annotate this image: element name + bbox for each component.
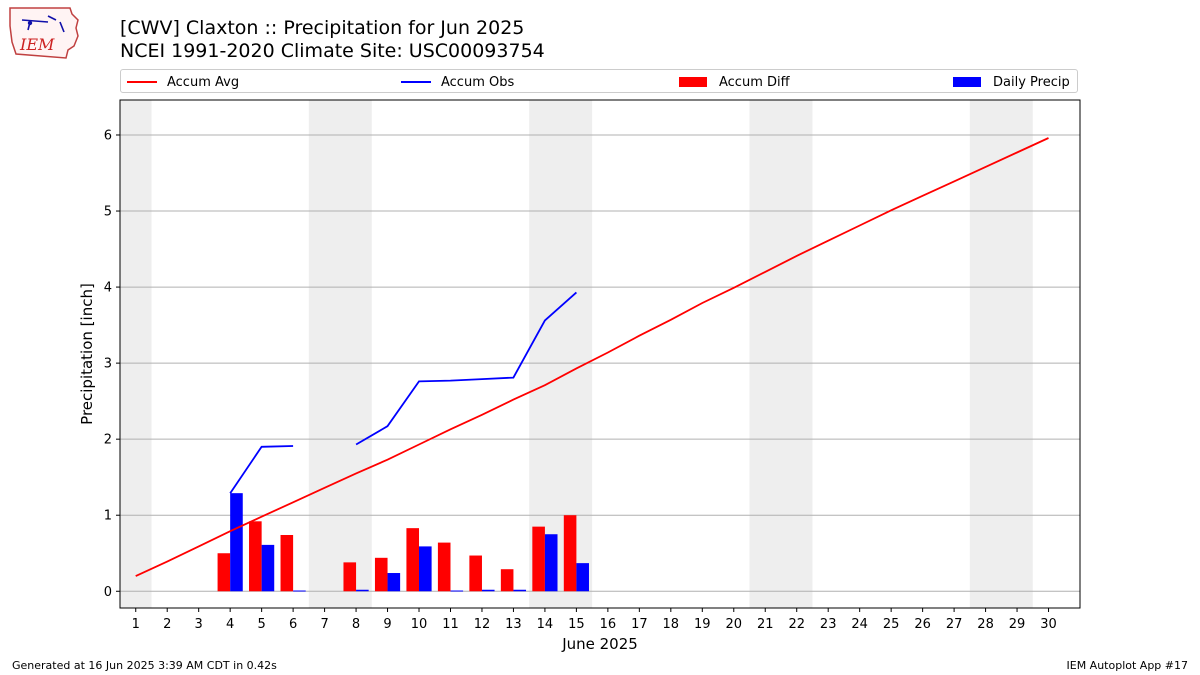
plot-frame xyxy=(119,99,1081,609)
x-tick-label: 21 xyxy=(757,617,774,632)
legend-item-accum-avg: Accum Avg xyxy=(127,73,239,91)
x-tick-label: 15 xyxy=(568,617,585,632)
x-tick-label: 25 xyxy=(883,617,900,632)
legend-swatch xyxy=(679,77,707,87)
y-tick-label: 3 xyxy=(104,357,112,372)
accum-diff-bar xyxy=(500,569,514,592)
y-tick-label: 2 xyxy=(104,433,112,448)
y-tick-label: 0 xyxy=(104,585,112,600)
accum-diff-bar xyxy=(563,515,577,592)
x-tick-label: 6 xyxy=(289,617,297,632)
x-tick-label: 29 xyxy=(1009,617,1026,632)
legend-label: Accum Avg xyxy=(167,74,240,90)
daily-precip-bar xyxy=(450,590,464,592)
accum-obs-line xyxy=(229,445,294,494)
legend: Accum Avg Accum Obs Accum Diff Daily Pre… xyxy=(120,69,1078,93)
accum-diff-bar xyxy=(406,528,420,592)
daily-precip-bar xyxy=(356,589,369,592)
x-tick-label: 1 xyxy=(132,617,140,632)
chart-subtitle: NCEI 1991-2020 Climate Site: USC00093754 xyxy=(120,40,545,62)
daily-precip-bar xyxy=(513,589,527,592)
daily-precip-bar xyxy=(544,534,558,592)
y-tick-label: 5 xyxy=(104,205,112,220)
weekend-shade xyxy=(969,100,1033,608)
accum-diff-bar xyxy=(437,542,451,592)
logo-text: IEM xyxy=(19,35,55,54)
x-tick-label: 13 xyxy=(505,617,522,632)
accum-diff-bar xyxy=(374,557,388,592)
accum-diff-bar xyxy=(217,553,231,592)
x-axis-label: June 2025 xyxy=(561,635,638,653)
x-tick-label: 5 xyxy=(257,617,265,632)
x-tick-label: 3 xyxy=(195,617,203,632)
x-tick-label: 10 xyxy=(411,617,428,632)
x-tick-label: 7 xyxy=(320,617,328,632)
legend-item-daily-precip: Daily Precip xyxy=(953,73,1070,91)
daily-precip-bar xyxy=(419,546,432,592)
x-tick-label: 18 xyxy=(663,617,680,632)
accum-diff-bar xyxy=(469,555,482,592)
x-tick-label: 27 xyxy=(946,617,963,632)
legend-label: Accum Diff xyxy=(719,74,790,90)
x-tick-label: 4 xyxy=(226,617,234,632)
app-credit: IEM Autoplot App #17 xyxy=(1066,659,1189,672)
x-tick-label: 14 xyxy=(537,617,554,632)
weekend-shade xyxy=(749,100,813,608)
weekend-shade xyxy=(529,100,593,608)
x-tick-label: 19 xyxy=(694,617,711,632)
legend-swatch xyxy=(127,81,157,83)
x-tick-label: 30 xyxy=(1040,617,1057,632)
daily-precip-bar xyxy=(387,573,401,592)
accum-avg-line xyxy=(135,137,1049,577)
accum-diff-bar xyxy=(532,526,545,592)
accum-obs-line xyxy=(355,291,577,446)
x-tick-label: 8 xyxy=(352,617,360,632)
x-tick-label: 11 xyxy=(442,617,459,632)
accum-diff-bar xyxy=(249,521,262,592)
y-tick-label: 1 xyxy=(104,509,112,524)
daily-precip-bar xyxy=(293,590,306,592)
x-tick-label: 17 xyxy=(631,617,648,632)
y-tick-label: 6 xyxy=(104,128,112,143)
legend-swatch xyxy=(953,77,981,87)
generated-timestamp: Generated at 16 Jun 2025 3:39 AM CDT in … xyxy=(12,659,277,672)
daily-precip-bar xyxy=(481,589,495,592)
iem-logo: IEM xyxy=(9,7,79,59)
daily-precip-bar xyxy=(261,544,275,592)
x-tick-label: 23 xyxy=(820,617,837,632)
x-tick-label: 24 xyxy=(851,617,868,632)
daily-precip-bar xyxy=(230,493,243,592)
x-tick-label: 22 xyxy=(788,617,805,632)
x-tick-label: 28 xyxy=(977,617,994,632)
accum-diff-bar xyxy=(343,562,357,592)
x-tick-label: 26 xyxy=(914,617,931,632)
x-tick-label: 16 xyxy=(600,617,617,632)
weekend-shade xyxy=(308,100,372,608)
x-tick-label: 20 xyxy=(725,617,742,632)
legend-swatch xyxy=(401,81,431,83)
legend-item-accum-obs: Accum Obs xyxy=(401,73,514,91)
weather-station-icon xyxy=(21,15,65,33)
x-tick-label: 12 xyxy=(474,617,491,632)
y-tick-label: 4 xyxy=(104,281,112,296)
y-axis-label: Precipitation [inch] xyxy=(78,283,96,425)
accum-diff-bar xyxy=(280,534,294,592)
chart-title: [CWV] Claxton :: Precipitation for Jun 2… xyxy=(120,17,525,39)
x-tick-label: 2 xyxy=(163,617,171,632)
weekend-shade xyxy=(120,100,152,608)
legend-item-accum-diff: Accum Diff xyxy=(679,73,790,91)
daily-precip-bar xyxy=(576,563,589,592)
legend-label: Accum Obs xyxy=(441,74,515,90)
legend-label: Daily Precip xyxy=(993,74,1070,90)
x-tick-label: 9 xyxy=(383,617,391,632)
